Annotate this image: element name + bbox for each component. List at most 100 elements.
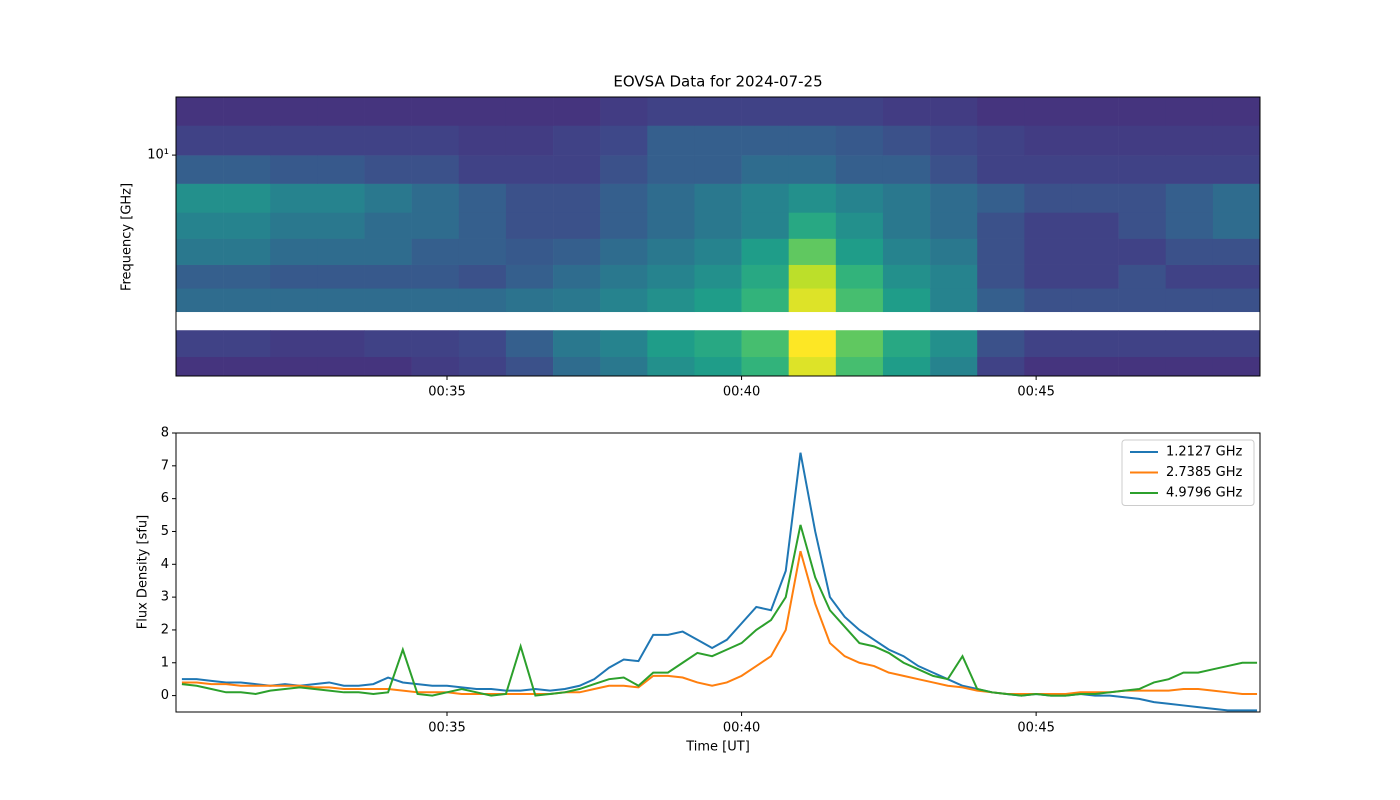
heatmap-cell xyxy=(458,330,507,358)
heatmap-cell xyxy=(741,125,789,156)
heatmap-cell xyxy=(553,212,601,239)
heatmap-cell xyxy=(364,212,412,239)
heatmap-cell xyxy=(1212,212,1261,239)
heatmap-cell xyxy=(364,183,412,213)
heatmap-cell xyxy=(647,97,695,126)
heatmap-cell xyxy=(270,125,318,156)
heatmap-cell xyxy=(176,356,224,377)
heatmap-cell xyxy=(1165,238,1214,265)
heatmap-cell xyxy=(600,356,648,377)
heatmap-cell xyxy=(411,356,460,377)
heatmap-cell xyxy=(835,238,884,265)
heatmap-cell xyxy=(1212,288,1261,313)
heatmap-cell xyxy=(223,125,271,156)
heatmap-cell xyxy=(1212,125,1261,156)
heatmap-cell xyxy=(317,97,365,126)
legend: 1.2127 GHz 2.7385 GHz 4.9796 GHz xyxy=(1121,439,1255,506)
heatmap-cell xyxy=(977,238,1025,265)
heatmap-cell xyxy=(553,155,601,184)
x-tick-label: 00:45 xyxy=(1017,721,1054,736)
y-tick-label: 10¹ xyxy=(147,148,169,163)
heatmap-cell xyxy=(647,264,695,289)
heatmap-cell xyxy=(505,288,554,313)
heatmap-cell xyxy=(223,330,271,358)
heatmap-cell xyxy=(647,212,695,239)
heatmap-cell xyxy=(411,125,460,156)
heatmap-cell xyxy=(1212,238,1261,265)
heatmap-cell xyxy=(1024,97,1072,126)
heatmap-cell xyxy=(553,97,601,126)
heatmap-cell xyxy=(176,264,224,289)
y-axis-label: Frequency [GHz] xyxy=(120,183,135,291)
y-tick-label: 0 xyxy=(161,688,169,703)
heatmap-cell xyxy=(694,97,742,126)
x-tick-label: 00:35 xyxy=(428,385,465,400)
heatmap-cell xyxy=(270,238,318,265)
heatmap-cell xyxy=(1212,330,1261,358)
x-tick-label: 00:35 xyxy=(428,721,465,736)
heatmap-cell xyxy=(1165,97,1214,126)
heatmap-cell xyxy=(882,212,931,239)
heatmap-cell xyxy=(930,356,978,377)
heatmap-cell xyxy=(553,183,601,213)
heatmap-cell xyxy=(364,125,412,156)
heatmap-cell xyxy=(270,183,318,213)
heatmap-cell xyxy=(1024,212,1072,239)
heatmap-cell xyxy=(505,356,554,377)
heatmap-cell xyxy=(270,264,318,289)
heatmap-cell xyxy=(317,238,365,265)
y-tick-label: 7 xyxy=(161,458,169,473)
heatmap-cell xyxy=(553,264,601,289)
heatmap-cell xyxy=(411,264,460,289)
heatmap-cell xyxy=(1024,155,1072,184)
heatmap-cell xyxy=(223,288,271,313)
heatmap-cell xyxy=(270,97,318,126)
heatmap-cell xyxy=(1212,183,1261,213)
heatmap-cell xyxy=(835,125,884,156)
heatmap-cell xyxy=(223,264,271,289)
heatmap-cell xyxy=(1118,264,1167,289)
heatmap-cell xyxy=(600,155,648,184)
heatmap-cell xyxy=(882,97,931,126)
heatmap-cell xyxy=(553,288,601,313)
heatmap-cell xyxy=(930,330,978,358)
heatmap-cell xyxy=(1212,264,1261,289)
heatmap-cell xyxy=(741,288,789,313)
heatmap-cell xyxy=(930,212,978,239)
heatmap-cell xyxy=(1165,183,1214,213)
heatmap-cell xyxy=(788,264,837,289)
heatmap-cell xyxy=(882,125,931,156)
heatmap-cell xyxy=(835,288,884,313)
heatmap-cell xyxy=(364,288,412,313)
heatmap-cell xyxy=(882,264,931,289)
heatmap-cell xyxy=(977,97,1025,126)
heatmap-cell xyxy=(788,330,837,358)
heatmap-cell xyxy=(553,238,601,265)
axes-frame xyxy=(175,96,1261,377)
heatmap-cell xyxy=(411,288,460,313)
heatmap-cell xyxy=(835,183,884,213)
heatmap-cell xyxy=(1024,356,1072,377)
heatmap-cell xyxy=(270,288,318,313)
heatmap-cell xyxy=(1071,238,1119,265)
heatmap-cell xyxy=(1071,155,1119,184)
heatmap-cell xyxy=(882,330,931,358)
heatmap-cell xyxy=(270,330,318,358)
heatmap-cell xyxy=(176,288,224,313)
heatmap-cell xyxy=(317,356,365,377)
heatmap-cell xyxy=(1165,155,1214,184)
heatmap-cell xyxy=(176,183,224,213)
data-line xyxy=(181,550,1258,695)
heatmap-cell xyxy=(977,264,1025,289)
heatmap-cell xyxy=(647,288,695,313)
y-axis-label: Flux Density [sfu] xyxy=(136,515,151,629)
heatmap-cell xyxy=(176,330,224,358)
heatmap-cell xyxy=(411,97,460,126)
legend-label: 4.9796 GHz xyxy=(1166,486,1242,501)
heatmap-cell xyxy=(1165,125,1214,156)
heatmap-cell xyxy=(1024,183,1072,213)
heatmap-cell xyxy=(1071,356,1119,377)
heatmap-cell xyxy=(788,238,837,265)
heatmap-cell xyxy=(411,155,460,184)
